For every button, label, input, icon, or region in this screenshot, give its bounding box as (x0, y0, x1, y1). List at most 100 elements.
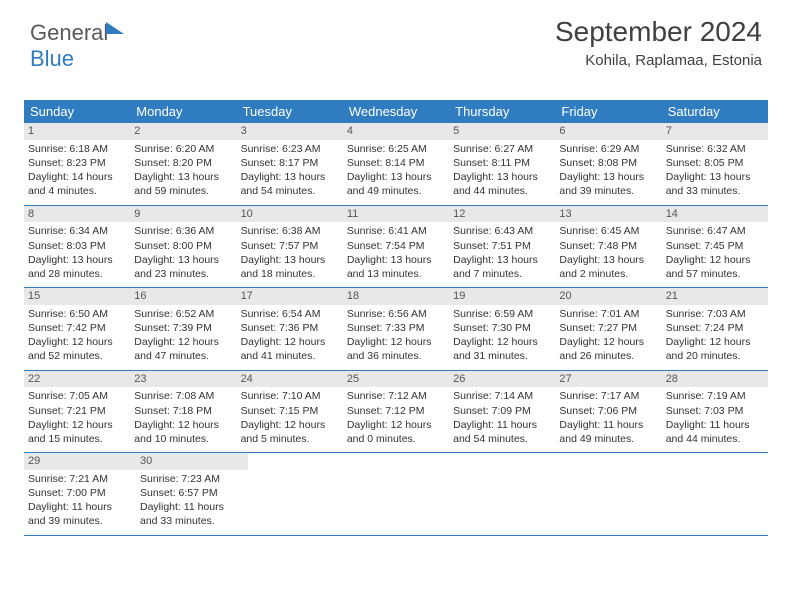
day-detail: Sunrise: 7:08 AM (134, 389, 232, 403)
day-detail: Sunset: 7:57 PM (241, 239, 339, 253)
day-detail: Daylight: 13 hours (453, 253, 551, 267)
day-header: Saturday (662, 100, 768, 123)
day-detail: Sunrise: 6:32 AM (666, 142, 764, 156)
day-detail: Daylight: 13 hours (28, 253, 126, 267)
day-detail: Daylight: 12 hours (559, 335, 657, 349)
day-detail: Sunrise: 6:23 AM (241, 142, 339, 156)
day-detail: Sunrise: 6:25 AM (347, 142, 445, 156)
day-detail: Sunrise: 6:54 AM (241, 307, 339, 321)
day-detail: Sunrise: 6:41 AM (347, 224, 445, 238)
day-detail: Sunset: 7:03 PM (666, 404, 764, 418)
day-cell: 16Sunrise: 6:52 AMSunset: 7:39 PMDayligh… (130, 288, 236, 370)
day-detail: and 31 minutes. (453, 349, 551, 363)
empty-day (664, 453, 768, 535)
day-detail: Daylight: 13 hours (347, 253, 445, 267)
day-cell: 19Sunrise: 6:59 AMSunset: 7:30 PMDayligh… (449, 288, 555, 370)
day-cell: 20Sunrise: 7:01 AMSunset: 7:27 PMDayligh… (555, 288, 661, 370)
day-number: 25 (343, 371, 449, 388)
day-cell: 11Sunrise: 6:41 AMSunset: 7:54 PMDayligh… (343, 206, 449, 288)
day-detail: and 33 minutes. (666, 184, 764, 198)
day-detail: and 49 minutes. (559, 432, 657, 446)
day-detail: Sunset: 7:24 PM (666, 321, 764, 335)
day-cell: 25Sunrise: 7:12 AMSunset: 7:12 PMDayligh… (343, 371, 449, 453)
day-detail: Sunset: 8:05 PM (666, 156, 764, 170)
day-cell: 14Sunrise: 6:47 AMSunset: 7:45 PMDayligh… (662, 206, 768, 288)
day-cell: 30Sunrise: 7:23 AMSunset: 6:57 PMDayligh… (136, 453, 248, 535)
day-number: 23 (130, 371, 236, 388)
brand-logo: General Blue (30, 20, 124, 72)
day-number: 11 (343, 206, 449, 223)
day-detail: Sunset: 8:08 PM (559, 156, 657, 170)
week-row: 29Sunrise: 7:21 AMSunset: 7:00 PMDayligh… (24, 453, 768, 536)
day-detail: Daylight: 12 hours (241, 335, 339, 349)
day-number: 24 (237, 371, 343, 388)
day-detail: Sunset: 7:21 PM (28, 404, 126, 418)
day-detail: Daylight: 12 hours (347, 418, 445, 432)
day-detail: Daylight: 12 hours (241, 418, 339, 432)
day-detail: Sunrise: 6:56 AM (347, 307, 445, 321)
brand-word1: General (30, 20, 108, 45)
day-detail: Sunrise: 7:12 AM (347, 389, 445, 403)
day-detail: and 39 minutes. (559, 184, 657, 198)
day-detail: and 7 minutes. (453, 267, 551, 281)
day-detail: Sunrise: 6:50 AM (28, 307, 126, 321)
brand-text: General Blue (30, 20, 124, 72)
day-header: Sunday (24, 100, 130, 123)
day-detail: Sunrise: 7:19 AM (666, 389, 764, 403)
title-area: September 2024 Kohila, Raplamaa, Estonia (555, 16, 762, 69)
day-number: 27 (555, 371, 661, 388)
day-detail: Sunrise: 7:14 AM (453, 389, 551, 403)
day-detail: Daylight: 12 hours (666, 253, 764, 267)
day-detail: and 59 minutes. (134, 184, 232, 198)
day-detail: Sunset: 8:03 PM (28, 239, 126, 253)
day-detail: Daylight: 12 hours (28, 418, 126, 432)
day-detail: Sunrise: 7:17 AM (559, 389, 657, 403)
week-row: 15Sunrise: 6:50 AMSunset: 7:42 PMDayligh… (24, 288, 768, 371)
day-detail: Sunset: 8:00 PM (134, 239, 232, 253)
day-detail: Sunrise: 7:03 AM (666, 307, 764, 321)
day-detail: Sunset: 8:11 PM (453, 156, 551, 170)
day-detail: Sunset: 7:54 PM (347, 239, 445, 253)
day-detail: Daylight: 11 hours (453, 418, 551, 432)
day-detail: Sunrise: 6:45 AM (559, 224, 657, 238)
day-number: 13 (555, 206, 661, 223)
day-detail: and 57 minutes. (666, 267, 764, 281)
brand-triangle-icon (106, 22, 124, 34)
day-detail: Sunset: 7:15 PM (241, 404, 339, 418)
day-detail: and 26 minutes. (559, 349, 657, 363)
weeks-container: 1Sunrise: 6:18 AMSunset: 8:23 PMDaylight… (24, 123, 768, 536)
day-detail: and 18 minutes. (241, 267, 339, 281)
day-detail: and 47 minutes. (134, 349, 232, 363)
day-detail: Daylight: 12 hours (347, 335, 445, 349)
day-number: 2 (130, 123, 236, 140)
day-detail: and 39 minutes. (28, 514, 132, 528)
empty-day (248, 453, 352, 535)
day-detail: Sunrise: 6:38 AM (241, 224, 339, 238)
day-detail: Daylight: 11 hours (140, 500, 244, 514)
day-number: 20 (555, 288, 661, 305)
day-detail: and 2 minutes. (559, 267, 657, 281)
day-number: 10 (237, 206, 343, 223)
day-detail: Sunrise: 7:10 AM (241, 389, 339, 403)
week-row: 8Sunrise: 6:34 AMSunset: 8:03 PMDaylight… (24, 206, 768, 289)
day-detail: Daylight: 12 hours (453, 335, 551, 349)
day-cell: 22Sunrise: 7:05 AMSunset: 7:21 PMDayligh… (24, 371, 130, 453)
day-detail: Sunrise: 6:52 AM (134, 307, 232, 321)
day-detail: Daylight: 13 hours (666, 170, 764, 184)
day-cell: 24Sunrise: 7:10 AMSunset: 7:15 PMDayligh… (237, 371, 343, 453)
day-detail: Sunset: 7:06 PM (559, 404, 657, 418)
day-detail: and 33 minutes. (140, 514, 244, 528)
day-detail: Sunset: 8:23 PM (28, 156, 126, 170)
calendar-grid: SundayMondayTuesdayWednesdayThursdayFrid… (24, 100, 768, 536)
day-detail: Daylight: 11 hours (666, 418, 764, 432)
day-detail: Sunset: 7:39 PM (134, 321, 232, 335)
week-row: 22Sunrise: 7:05 AMSunset: 7:21 PMDayligh… (24, 371, 768, 454)
day-header: Thursday (449, 100, 555, 123)
day-header: Friday (555, 100, 661, 123)
day-number: 6 (555, 123, 661, 140)
day-number: 28 (662, 371, 768, 388)
day-detail: Sunset: 7:00 PM (28, 486, 132, 500)
day-detail: Sunset: 7:12 PM (347, 404, 445, 418)
day-detail: Sunset: 7:51 PM (453, 239, 551, 253)
day-detail: and 0 minutes. (347, 432, 445, 446)
